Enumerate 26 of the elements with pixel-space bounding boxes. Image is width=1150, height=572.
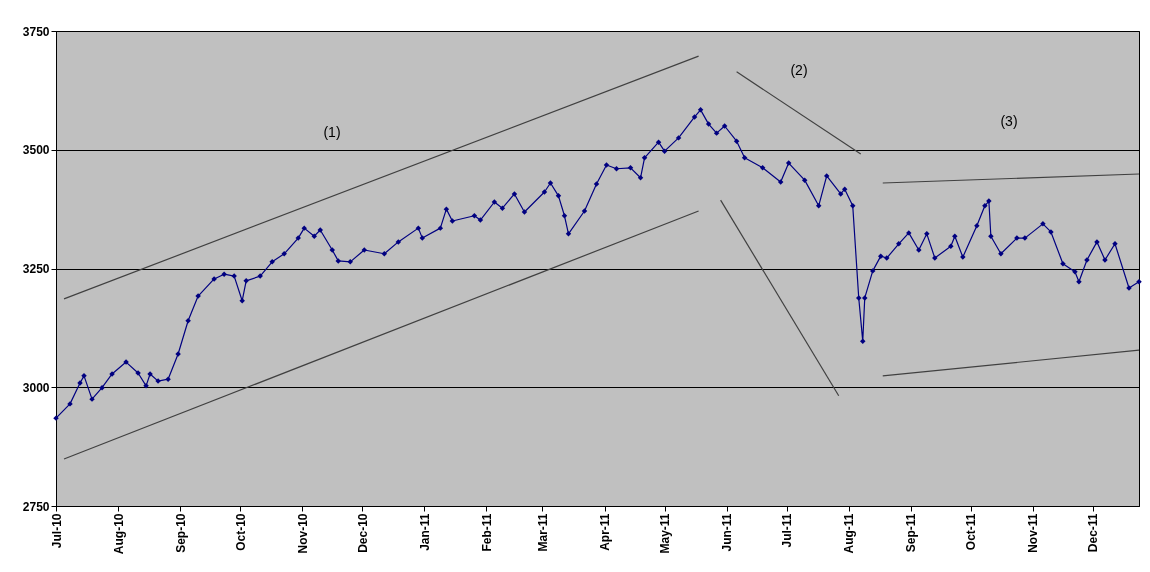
x-tick-label: Aug-10 (111, 513, 126, 555)
x-tick-label: Apr-11 (598, 513, 613, 551)
x-tick-label: May-11 (658, 513, 673, 554)
x-tick-label: Oct-11 (964, 513, 979, 551)
annotation: (3) (1000, 113, 1018, 129)
y-tick-label: 3250 (22, 262, 50, 276)
x-tick-label: Jul-11 (780, 513, 795, 548)
annotation: (1) (323, 124, 341, 140)
x-tick-label: Nov-11 (1026, 513, 1041, 553)
x-tick-label: Dec-10 (355, 513, 370, 553)
x-tick-label: Aug-11 (842, 513, 857, 554)
x-tick-label: Mar-11 (535, 513, 550, 552)
x-tick-label: Jun-11 (720, 513, 735, 552)
y-tick-label: 2750 (22, 499, 50, 514)
x-tick-label: Oct-10 (233, 513, 248, 551)
x-tick-label: Jul-10 (49, 513, 64, 549)
x-tick-label: Sep-10 (173, 513, 188, 553)
annotation: (2) (790, 62, 808, 78)
x-tick-label: Feb-11 (479, 513, 494, 552)
x-tick-label: Jan-11 (417, 513, 432, 551)
x-tick-label: Dec-11 (1086, 513, 1101, 553)
y-tick-label: 3750 (22, 24, 50, 39)
x-tick-label: Sep-11 (904, 513, 919, 553)
y-tick-label: 3500 (22, 143, 50, 158)
x-tick-label: Nov-10 (295, 513, 310, 554)
y-tick-label: 3000 (22, 380, 50, 395)
